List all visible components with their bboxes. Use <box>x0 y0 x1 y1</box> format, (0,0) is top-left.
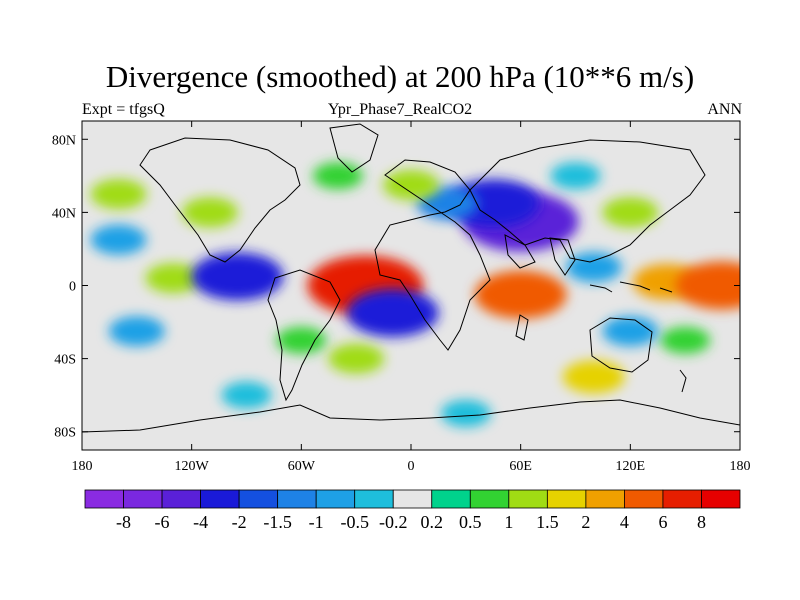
field-blob-16 <box>562 360 625 394</box>
field-blob-22 <box>221 381 272 409</box>
coast-arabia-india <box>504 234 576 276</box>
coast-australia <box>589 317 653 373</box>
field-blob-4 <box>145 263 202 294</box>
plot-title: Divergence (smoothed) at 200 hPa (10**6 … <box>105 59 695 94</box>
colorbar-swatch <box>392 489 433 509</box>
colorbar-swatch <box>508 489 548 509</box>
field-blob-20 <box>108 316 165 347</box>
season-label: ANN <box>707 101 742 118</box>
lon-label: 180 <box>730 459 751 474</box>
field-blob-14 <box>312 162 363 190</box>
colorbar-label: 1.5 <box>536 512 559 532</box>
colorbar-label: 6 <box>658 512 667 532</box>
field-blob-9 <box>416 186 479 220</box>
coast-antarctica <box>82 399 740 433</box>
colorbar-label: 1 <box>504 512 513 532</box>
colorbar-swatch <box>277 489 317 509</box>
lat-label: 80N <box>52 133 76 148</box>
field-blob-8 <box>346 288 439 337</box>
colorbar-label: -0.5 <box>340 512 369 532</box>
field-blob-18 <box>328 343 385 374</box>
lon-label: 60E <box>509 459 532 474</box>
coast-madagascar <box>515 314 529 341</box>
map-axes: 80N 40N 0 40S 80S 180 120W 60W 0 60E 120E 180 <box>52 121 751 474</box>
colorbar-swatch <box>200 489 240 509</box>
colorbar-label: -4 <box>193 512 208 532</box>
colorbar-swatch <box>624 489 664 509</box>
colorbar-label: -0.2 <box>379 512 408 532</box>
field-blob-23 <box>440 399 491 427</box>
colorbar-label: -1.5 <box>263 512 292 532</box>
field-blob-1 <box>474 270 567 319</box>
colorbar-label: -1 <box>309 512 324 532</box>
lon-label: 120W <box>175 459 210 474</box>
colorbar-swatch <box>238 489 279 509</box>
coast-europe-africa <box>374 159 491 351</box>
field-blob-11 <box>90 224 147 255</box>
field-blob-21 <box>602 316 659 347</box>
lon-label: 120E <box>616 459 646 474</box>
colorbar-label: 4 <box>620 512 629 532</box>
lat-label: 40S <box>54 353 76 368</box>
coast-south-america <box>267 269 341 402</box>
coastlines <box>82 123 740 433</box>
coast-new-zealand <box>679 369 687 393</box>
coast-greenland <box>329 123 379 173</box>
lat-label: 80S <box>54 426 76 441</box>
field-blob-19 <box>660 326 711 354</box>
divergence-field <box>90 162 740 427</box>
lon-label: 180 <box>72 459 93 474</box>
field-blob-24 <box>181 197 238 228</box>
lon-label: 60W <box>288 459 316 474</box>
colorbar-swatch <box>585 489 625 509</box>
colorbar-swatch <box>469 489 510 509</box>
coast-north-america <box>139 137 301 263</box>
colorbar-swatch <box>662 489 702 509</box>
colorbar-swatch <box>315 489 356 509</box>
coast-indonesia <box>589 281 673 293</box>
colorbar-label: 8 <box>697 512 706 532</box>
field-blob-25 <box>550 162 601 190</box>
colorbar-swatch <box>161 489 201 509</box>
colorbar-label: -8 <box>116 512 131 532</box>
colorbar-swatch <box>546 489 587 509</box>
lon-label: 0 <box>408 459 415 474</box>
colorbar-swatch <box>123 489 163 509</box>
field-blob-15 <box>90 179 147 210</box>
coast-asia <box>469 139 706 263</box>
experiment-label: Expt = tfgsQ <box>82 101 165 118</box>
colorbar-label: 0.2 <box>421 512 444 532</box>
colorbar: -8 -6 -4 -2 -1.5 -1 -0.5 -0.2 0.2 0.5 1 1.5 2 4 6 8 <box>84 489 741 532</box>
colorbar-label: -2 <box>232 512 247 532</box>
field-blob-17 <box>276 326 327 354</box>
colorbar-label: -6 <box>155 512 170 532</box>
field-blob-12 <box>602 197 659 228</box>
colorbar-swatch <box>701 489 741 509</box>
field-blob-3 <box>675 261 740 310</box>
field-blob-13 <box>383 169 439 200</box>
colorbar-label: 2 <box>581 512 590 532</box>
colorbar-label: 0.5 <box>459 512 482 532</box>
field-blob-5 <box>191 252 284 301</box>
colorbar-swatch <box>354 489 394 509</box>
lat-label: 40N <box>52 206 76 221</box>
colorbar-swatch <box>84 489 124 509</box>
experiment-subtitle: Ypr_Phase7_RealCO2 <box>327 101 473 118</box>
colorbar-swatch <box>431 489 471 509</box>
lat-label: 0 <box>69 280 76 295</box>
